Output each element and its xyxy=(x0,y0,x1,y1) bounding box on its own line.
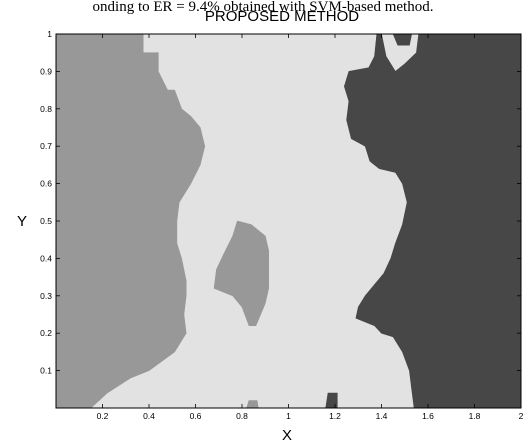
y-tick-label: 1 xyxy=(47,29,52,39)
region-class-a-1 xyxy=(56,34,206,408)
y-tick-label: 0.7 xyxy=(40,141,52,151)
region-class-a-6 xyxy=(246,400,259,408)
x-axis-label: X xyxy=(282,427,292,444)
x-tick-label: 0.8 xyxy=(236,411,248,421)
y-tick-label: 0.2 xyxy=(40,328,52,338)
region-class-b-3 xyxy=(392,34,413,46)
x-tick-label: 1.4 xyxy=(376,411,388,421)
figure-caption: onding to ER = 9.4% obtained with SVM-ba… xyxy=(92,0,434,14)
y-tick-label: 0.9 xyxy=(40,66,52,76)
x-tick-label: 0.2 xyxy=(97,411,109,421)
chart-title: PROPOSED METHOD xyxy=(205,8,359,25)
y-tick-label: 0.1 xyxy=(40,366,52,376)
axis-ticks: 0.2 0.4 0.6 0.8 1 1.2 1.4 1.6 1.8 2 0.1 0.2 0.3 0.4 0.… xyxy=(40,29,523,421)
class-regions xyxy=(56,34,521,408)
y-tick-label: 0.4 xyxy=(40,253,52,263)
region-class-b-5 xyxy=(462,34,521,408)
region-class-b-4 xyxy=(332,34,464,408)
y-tick-label: 0.5 xyxy=(40,216,52,226)
x-tick-label: 2 xyxy=(519,411,524,421)
x-tick-label: 0.4 xyxy=(143,411,155,421)
x-tick-label: 1.2 xyxy=(329,411,341,421)
region-class-a-2 xyxy=(213,220,270,327)
x-tick-label: 0.6 xyxy=(190,411,202,421)
y-tick-label: 0.3 xyxy=(40,291,52,301)
x-tick-label: 1.6 xyxy=(422,411,434,421)
y-axis-label: Y xyxy=(17,213,27,230)
region-class-b-7 xyxy=(325,392,338,408)
y-tick-label: 0.6 xyxy=(40,179,52,189)
y-tick-label: 0.8 xyxy=(40,104,52,114)
x-tick-label: 1.8 xyxy=(469,411,481,421)
plot-area xyxy=(55,33,522,409)
x-tick-label: 1 xyxy=(286,411,291,421)
